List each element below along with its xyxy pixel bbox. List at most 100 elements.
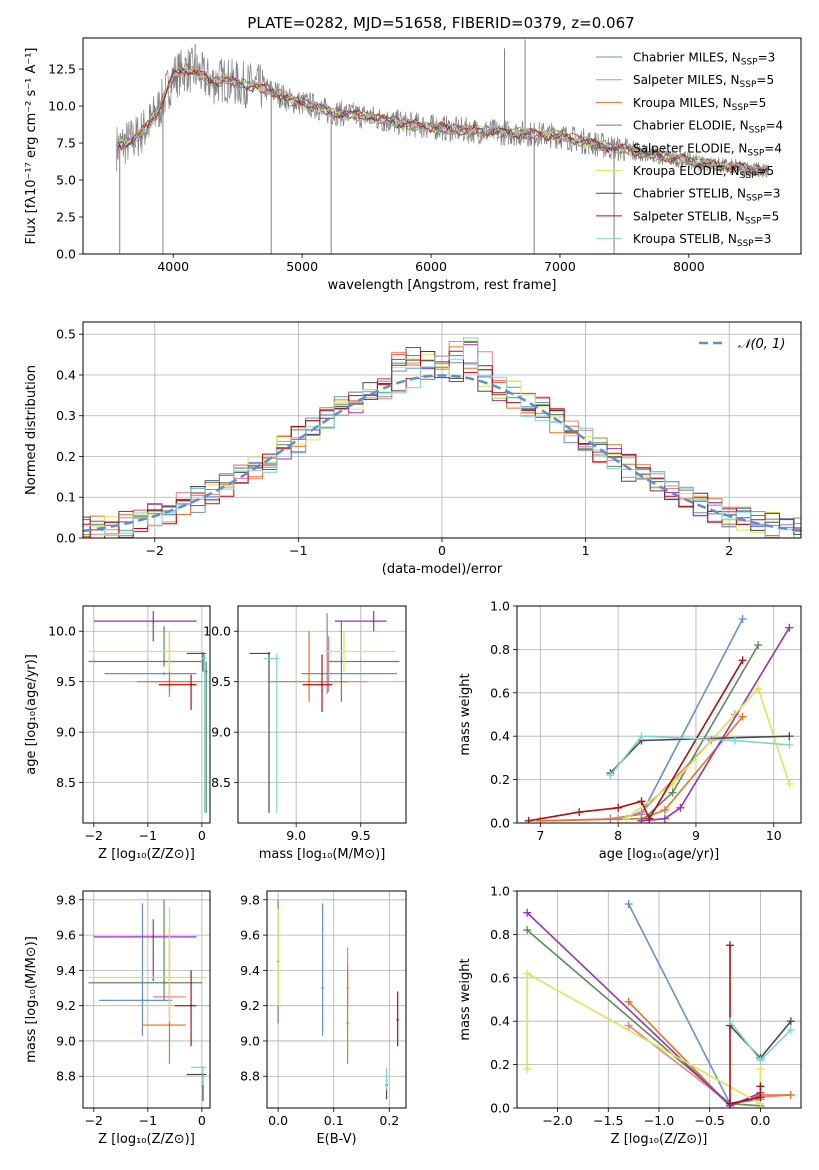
data-point [385, 1075, 388, 1078]
x-tick-label: −2.0 [542, 1113, 572, 1128]
plus-marker [637, 732, 646, 741]
legend-label-main: Salpeter STELIB, N [633, 209, 745, 223]
plus-marker [645, 814, 654, 823]
chart-layer: 4000 5000 6000 7000 80000.02.55.07.510.012.5… [24, 37, 802, 1147]
x-tick-label: 0.0 [268, 1113, 288, 1128]
legend-label: Salpeter ELODIE, NSSP=4 [633, 141, 782, 158]
data-point [307, 680, 311, 683]
x-tick-label: 1 [582, 543, 590, 558]
data-point [152, 935, 155, 939]
y-tick-label: 2.5 [56, 210, 76, 225]
y-tick-label: 1.0 [490, 599, 510, 614]
model-fit-kroupa_stelib [116, 67, 768, 176]
model-fit-chabrier_stelib [116, 67, 768, 176]
series-line-salpeter_miles [540, 713, 736, 822]
plus-marker [624, 1021, 633, 1030]
plus-marker [668, 788, 677, 797]
y-tick-label: 9.0 [56, 1033, 76, 1048]
y-tick-label: 12.5 [48, 62, 76, 77]
y-tick-label: 10.0 [48, 99, 76, 114]
mass_vs_ebv-frame [266, 890, 407, 1109]
plus-marker [785, 779, 794, 788]
plus-marker [785, 740, 794, 749]
x-tick-label: 2 [725, 543, 733, 558]
data-point [346, 1022, 349, 1025]
y-tick-label: 0.0 [490, 816, 510, 831]
plus-marker [756, 1064, 765, 1073]
x-tick-label: 5000 [286, 259, 318, 274]
plus-marker [524, 816, 533, 823]
plus-marker [614, 803, 623, 812]
plus-marker [786, 1090, 795, 1099]
series-line-kroupa_elodie [625, 686, 791, 820]
plus-marker [726, 1017, 734, 1026]
chart-title: PLATE=0282, MJD=51658, FIBERID=0379, z=0… [247, 14, 634, 32]
x-tick-label: −1.0 [644, 1113, 674, 1128]
y-axis-label: Flux [fλ10⁻¹⁷ erg cm⁻² s⁻¹ A⁻¹] [24, 48, 39, 245]
y-axis-label: age [log₁₀(age/yr)] [24, 654, 39, 775]
legend-label: Chabrier ELODIE, NSSP=4 [633, 119, 783, 136]
plus-marker [523, 1064, 532, 1073]
y-tick-label: 0.3 [56, 408, 76, 423]
legend-label: Salpeter STELIB, NSSP=5 [633, 209, 779, 226]
x-tick-label: 0.1 [324, 1113, 344, 1128]
y-axis-label: mass weight [458, 673, 473, 755]
weight_vs_z-series [523, 900, 795, 1108]
y-tick-label: 9.0 [240, 1033, 260, 1048]
y-tick-label: 0.0 [490, 1101, 510, 1116]
y-tick-label: 8.8 [240, 1069, 260, 1084]
plus-marker [637, 797, 646, 806]
plus-marker [754, 641, 763, 650]
x-tick-label: 0 [198, 828, 206, 843]
legend-label-main: Chabrier MILES, N [633, 51, 741, 65]
y-axis-label: mass [log₁₀(M/M⊙)] [24, 936, 39, 1063]
y-tick-label: 9.6 [56, 928, 76, 943]
y-tick-label: 0.2 [56, 449, 76, 464]
y-tick-label: 9.4 [56, 963, 76, 978]
y-tick-label: 9.8 [56, 892, 76, 907]
legend-label: 𝒩(0, 1) [738, 337, 785, 352]
mass_vs_z-points [88, 899, 208, 1101]
series-line-salpeter_stelib [528, 659, 744, 822]
x-axis-label: (data-model)/error [382, 562, 503, 577]
legend-label: Salpeter MILES, NSSP=5 [633, 73, 774, 90]
legend-label-main: Kroupa STELIB, N [633, 232, 737, 246]
series-line-salpeter_elodie [526, 912, 761, 1107]
data-point [168, 650, 171, 653]
legend-label-suffix: =5 [762, 209, 780, 223]
x-axis-label: Z [log₁₀(Z/Z⊙)] [98, 847, 195, 862]
age_vs_mass-points [249, 611, 400, 813]
mass_vs_ebv-points [276, 899, 399, 1100]
histogram-salpeter_miles [83, 341, 801, 538]
data-point [201, 1066, 205, 1069]
series-line-kroupa_elodie [526, 972, 762, 1106]
y-tick-label: 0.2 [490, 772, 510, 787]
y-tick-label: 0.8 [490, 927, 510, 942]
y-tick-label: 0.0 [56, 531, 76, 546]
spectrum-legend: Chabrier MILES, N SSP =3 Salpeter MILES, NS… [596, 51, 783, 249]
age_vs_mass-frame [237, 605, 407, 824]
data-point [141, 999, 144, 1002]
legend-label-sub: SSP [732, 103, 749, 113]
residual-histograms [83, 337, 801, 538]
x-tick-label: −2 [146, 543, 164, 558]
series-line-kroupa_stelib [609, 735, 790, 776]
y-tick-label: 9.2 [56, 998, 76, 1013]
plus-marker [624, 900, 633, 909]
plus-marker [575, 808, 584, 817]
spectrum-series [116, 39, 770, 254]
mass_vs_z-frame [82, 890, 211, 1109]
legend-label-suffix: =5 [756, 73, 774, 87]
plus-marker [786, 1017, 795, 1026]
weight_vs_z-frame [516, 890, 802, 1109]
model-fit-chabrier_elodie [116, 63, 769, 173]
x-tick-label: −0.5 [695, 1113, 725, 1128]
x-tick-label: 4000 [157, 259, 189, 274]
normal-curve [83, 374, 801, 533]
mass_vs_z-axes: −2 −1 0 8.8 9.0 9.2 9.4 9.6 9.8 Z [log₁₀(Z/Z⊙)] ma… [24, 891, 210, 1147]
legend-label-suffix: =3 [763, 187, 781, 201]
model-fit-salpeter_stelib [116, 68, 769, 176]
legend-label-main: Chabrier ELODIE, N [633, 119, 749, 133]
x-tick-label: −1.5 [593, 1113, 623, 1128]
data-point [267, 652, 271, 655]
